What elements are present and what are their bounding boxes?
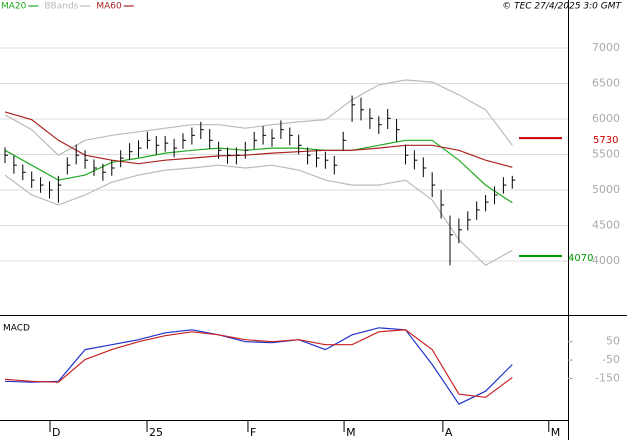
credit: © TEC 27/4/2025 3:0 GMT: [502, 2, 622, 12]
level-label: 5730: [593, 135, 618, 146]
y-tick-label: 7000: [592, 41, 620, 54]
x-tick-label: A: [445, 426, 453, 439]
y-tick-label: 5500: [592, 148, 620, 161]
macd-tick-label: 50: [606, 335, 620, 348]
legend-label: MA60: [96, 2, 122, 12]
macd-tick-label: -50: [602, 353, 620, 366]
y-tick-label: 4500: [592, 219, 620, 232]
legend-label: MA20: [1, 2, 27, 12]
macd-tick-label: -150: [595, 371, 620, 384]
indicator-line: [4, 139, 513, 204]
macd-title: MACD: [3, 324, 30, 334]
indicator-line: [4, 79, 513, 156]
x-tick-label: M: [551, 426, 561, 439]
legend-label: BBands: [44, 2, 78, 12]
indicator-line: [4, 164, 513, 267]
x-tick-label: F: [250, 426, 256, 439]
level-label: 4070: [568, 253, 593, 264]
x-tick-label: M: [346, 426, 356, 439]
y-tick-label: 6000: [592, 112, 620, 125]
y-tick-label: 5000: [592, 183, 620, 196]
y-tick-label: 4000: [592, 254, 620, 267]
x-tick-label: 25: [149, 426, 163, 439]
indicator-line: [4, 111, 513, 168]
macd-line: [4, 327, 513, 405]
macd-line: [4, 329, 513, 398]
x-tick-label: D: [52, 426, 60, 439]
y-tick-label: 6500: [592, 77, 620, 90]
